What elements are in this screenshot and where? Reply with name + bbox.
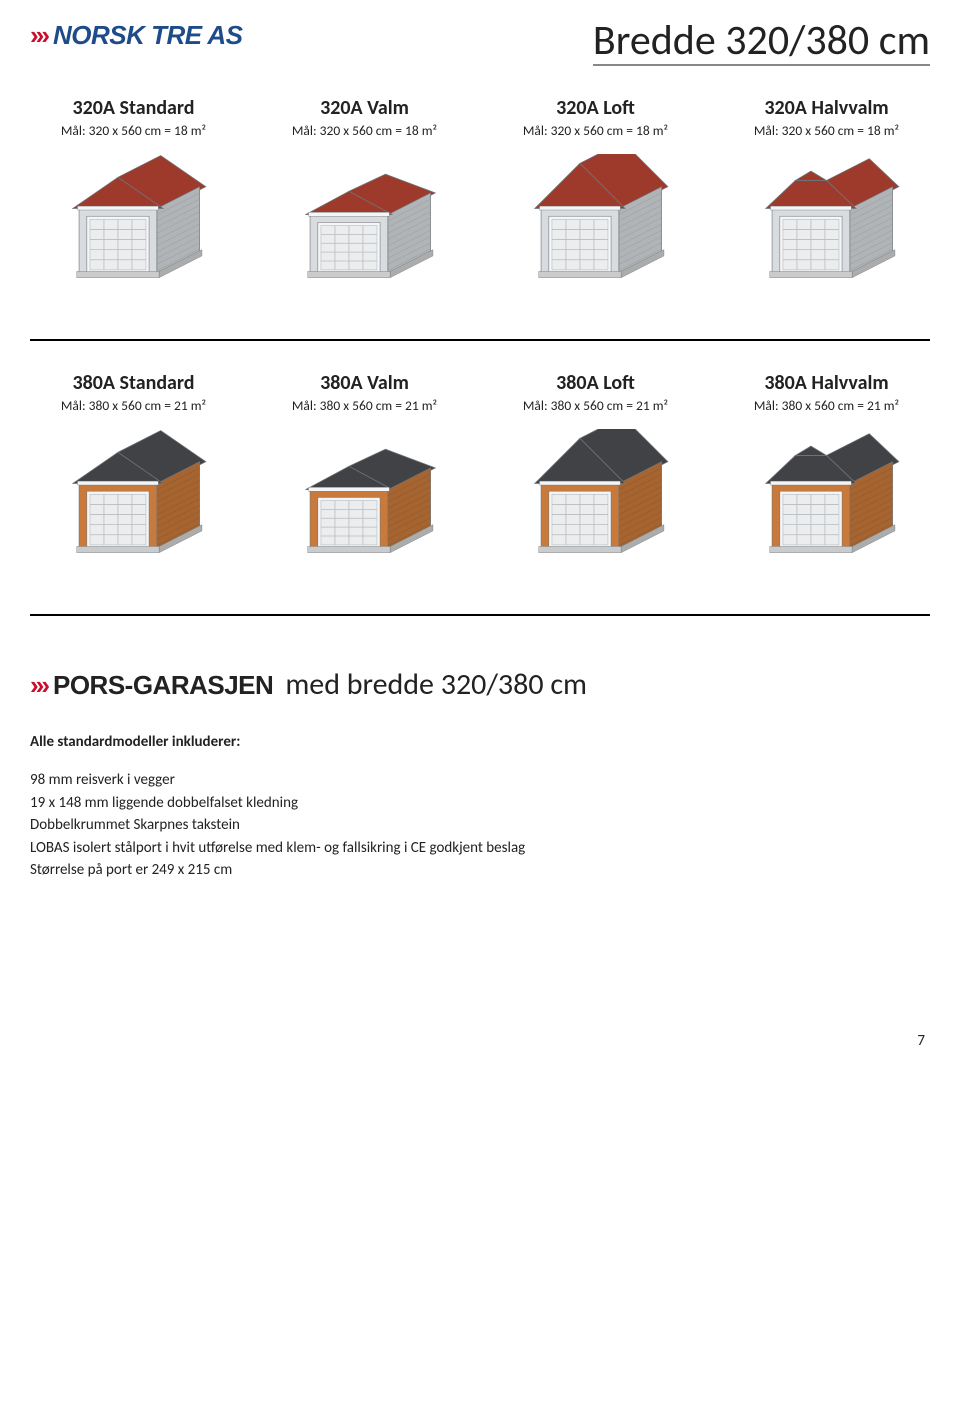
model-dimensions: Mål: 380 x 560 cm = 21 m² (492, 397, 699, 414)
includes-item: 19 x 148 mm liggende dobbelfalset kledni… (30, 792, 930, 815)
page-number: 7 (30, 1032, 930, 1050)
model-dimensions: Mål: 320 x 560 cm = 18 m² (30, 122, 237, 139)
garage-illustration (261, 154, 468, 299)
includes-item: Dobbelkrummet Skarpnes takstein (30, 814, 930, 837)
model-title: 380A Standard (30, 371, 237, 395)
model-title: 320A Loft (492, 96, 699, 120)
model-card: 380A Halvvalm Mål: 380 x 560 cm = 21 m² (723, 371, 930, 574)
model-title: 380A Valm (261, 371, 468, 395)
garage-illustration (30, 154, 237, 299)
model-card: 320A Standard Mål: 320 x 560 cm = 18 m² (30, 96, 237, 299)
logo-norsk-tre: ››› NORSK TRE AS (30, 20, 242, 51)
model-dimensions: Mål: 380 x 560 cm = 21 m² (261, 397, 468, 414)
includes-item: Størrelse på port er 249 x 215 cm (30, 859, 930, 882)
includes-item: LOBAS isolert stålport i hvit utførelse … (30, 837, 930, 860)
garage-illustration (492, 154, 699, 299)
model-title: 320A Valm (261, 96, 468, 120)
model-card: 380A Standard Mål: 380 x 560 cm = 21 m² (30, 371, 237, 574)
row-320-models: 320A Standard Mål: 320 x 560 cm = 18 m² … (30, 96, 930, 341)
model-card: 380A Loft Mål: 380 x 560 cm = 21 m² (492, 371, 699, 574)
garage-illustration (723, 429, 930, 574)
includes-heading: Alle standardmodeller inkluderer: (30, 733, 930, 751)
logo-text: NORSK TRE AS (53, 20, 243, 50)
garage-illustration (30, 429, 237, 574)
garage-illustration (723, 154, 930, 299)
section-suffix: med bredde 320/380 cm (285, 666, 587, 703)
model-dimensions: Mål: 320 x 560 cm = 18 m² (261, 122, 468, 139)
model-card: 320A Valm Mål: 320 x 560 cm = 18 m² (261, 96, 468, 299)
includes-item: 98 mm reisverk i vegger (30, 769, 930, 792)
garage-illustration (261, 429, 468, 574)
model-card: 320A Loft Mål: 320 x 560 cm = 18 m² (492, 96, 699, 299)
model-card: 380A Valm Mål: 380 x 560 cm = 21 m² (261, 371, 468, 574)
includes-list: 98 mm reisverk i vegger19 x 148 mm ligge… (30, 769, 930, 882)
model-title: 320A Halvvalm (723, 96, 930, 120)
pors-logo-text: PORS-GARASJEN (53, 670, 273, 700)
page-header: ››› NORSK TRE AS Bredde 320/380 cm (30, 20, 930, 66)
garage-illustration (492, 429, 699, 574)
page-title: Bredde 320/380 cm (593, 20, 930, 66)
logo-chevrons-icon: ››› (30, 20, 47, 50)
model-dimensions: Mål: 380 x 560 cm = 21 m² (30, 397, 237, 414)
model-dimensions: Mål: 320 x 560 cm = 18 m² (492, 122, 699, 139)
model-card: 320A Halvvalm Mål: 320 x 560 cm = 18 m² (723, 96, 930, 299)
section-pors-header: ››› PORS-GARASJEN med bredde 320/380 cm (30, 666, 930, 703)
model-title: 380A Halvvalm (723, 371, 930, 395)
row-380-models: 380A Standard Mål: 380 x 560 cm = 21 m² … (30, 371, 930, 616)
logo-chevrons-icon: ››› (30, 670, 47, 700)
model-dimensions: Mål: 380 x 560 cm = 21 m² (723, 397, 930, 414)
model-title: 320A Standard (30, 96, 237, 120)
model-title: 380A Loft (492, 371, 699, 395)
model-dimensions: Mål: 320 x 560 cm = 18 m² (723, 122, 930, 139)
